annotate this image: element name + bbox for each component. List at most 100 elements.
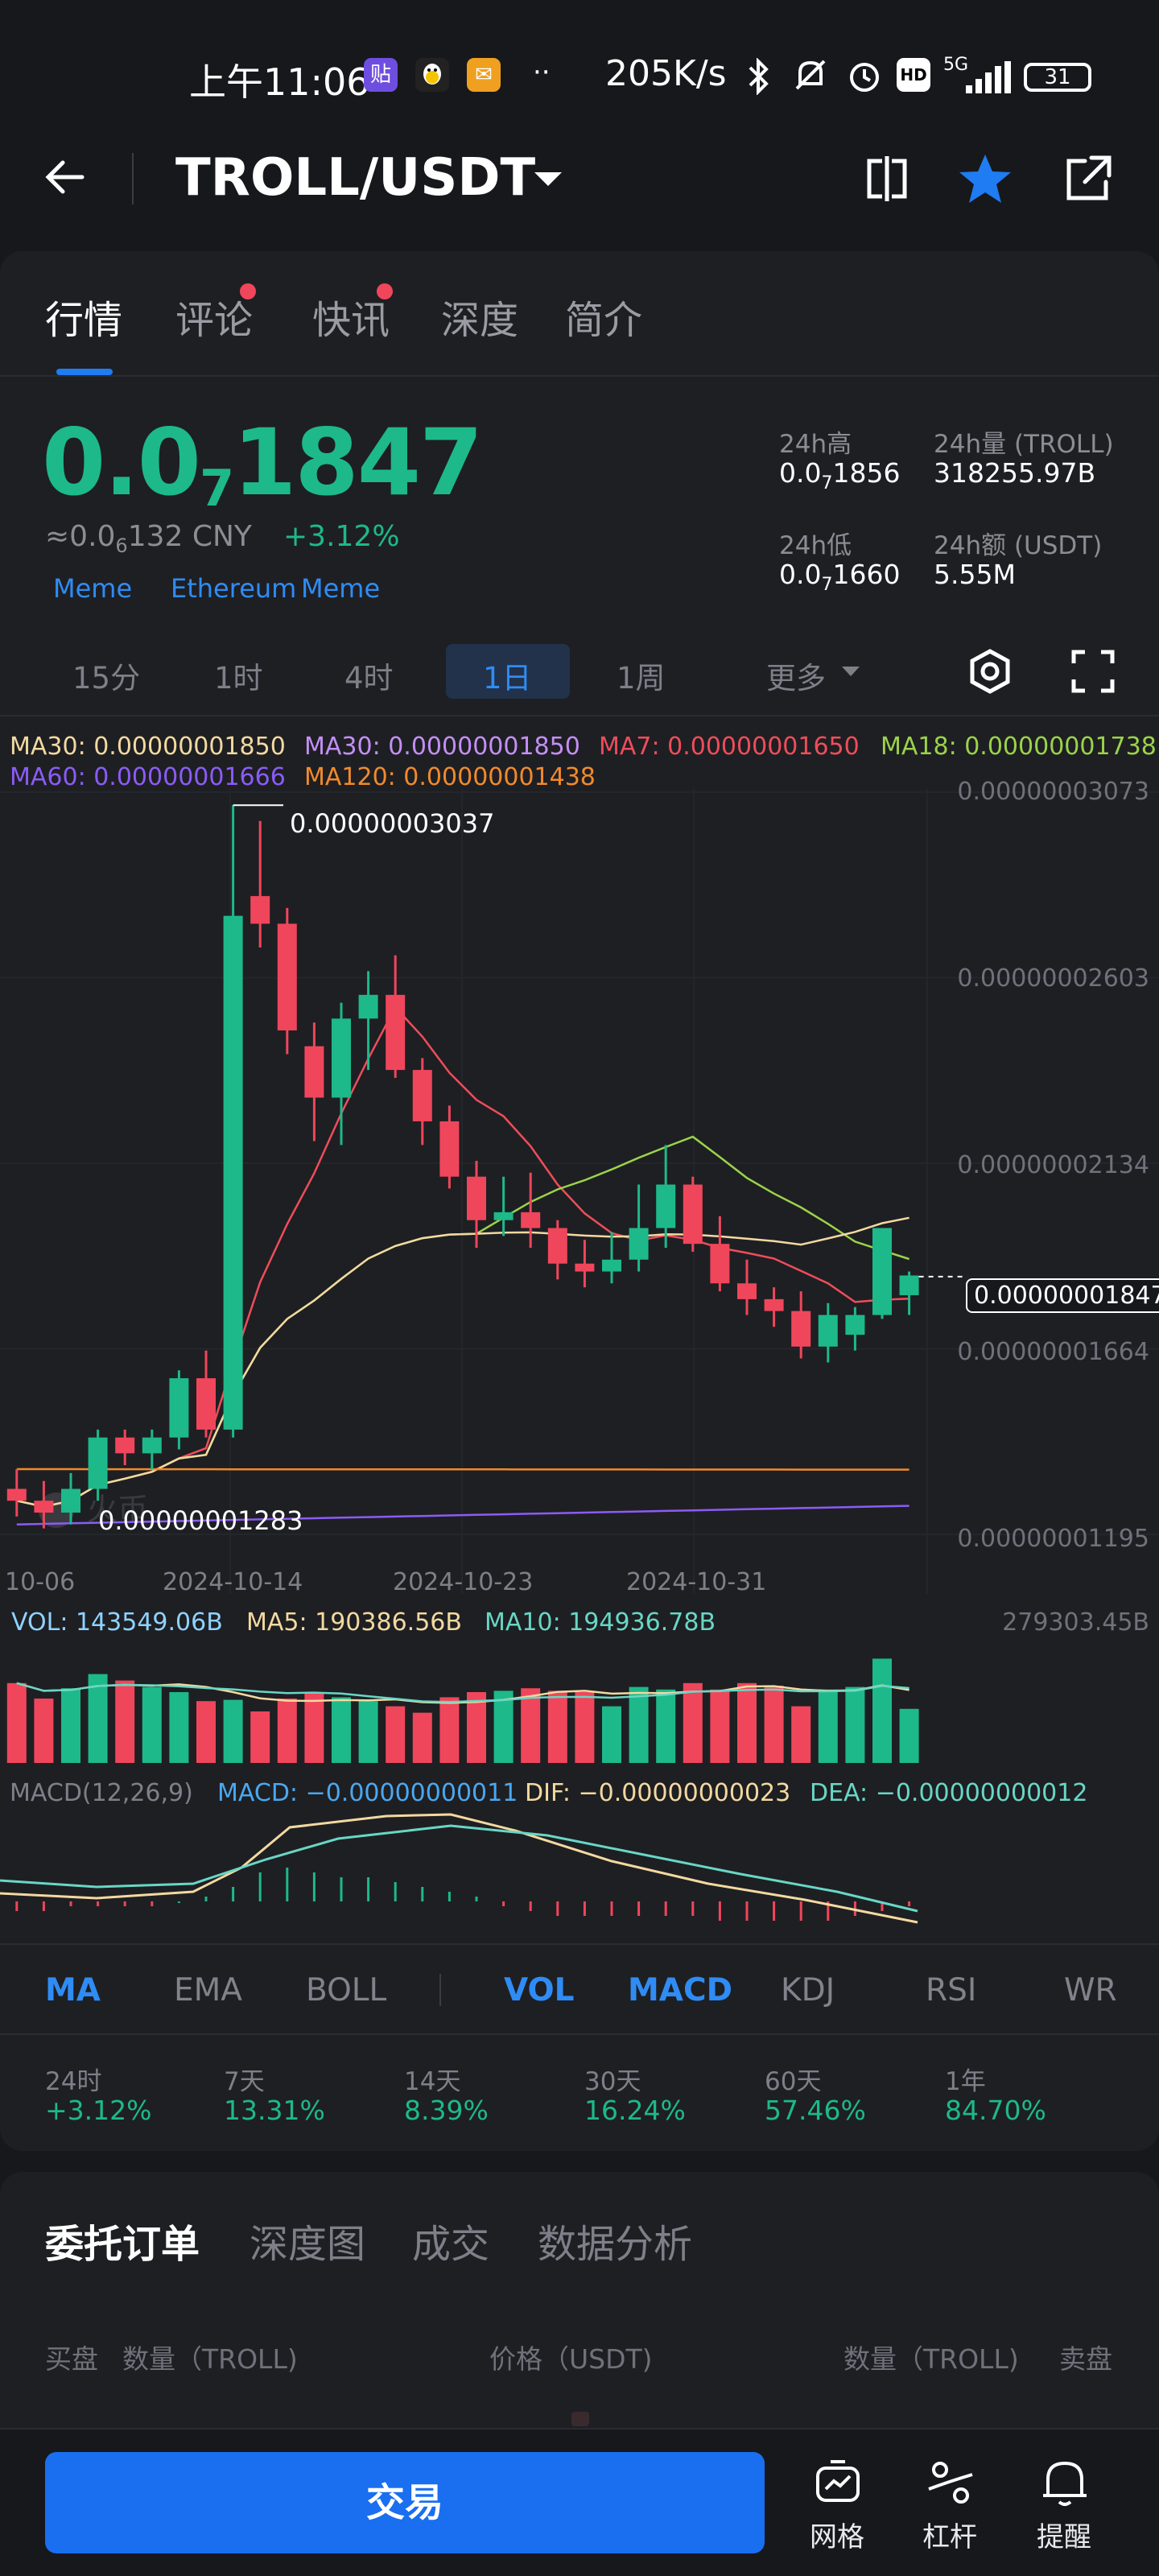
macd-bar: [637, 1901, 641, 1916]
volume-bar: [683, 1682, 703, 1763]
last-price: 0.071847: [42, 409, 483, 518]
bid-header: 买盘: [45, 2343, 98, 2375]
tieba-app-icon: 贴: [364, 58, 398, 92]
candle-body: [656, 1184, 676, 1228]
candle-body: [710, 1244, 730, 1284]
trade-button[interactable]: 交易: [45, 2452, 765, 2553]
grid-bot-icon[interactable]: [810, 2457, 866, 2508]
macd-bar: [177, 1901, 180, 1903]
period-4h[interactable]: 4时: [344, 661, 394, 696]
volume-bar: [386, 1706, 406, 1763]
macd-bar: [908, 1901, 911, 1906]
status-bar: 上午11:06 贴 ✉ ·· 205K/s HD 5G 31: [0, 0, 1159, 153]
macd-bar: [745, 1901, 749, 1921]
indicator-divider: [0, 1943, 1159, 1945]
min-price-label: 0.00000001283: [98, 1505, 303, 1536]
macd-bar: [664, 1901, 667, 1916]
candles: [6, 805, 919, 1529]
split-view-icon[interactable]: [858, 150, 916, 208]
x-tick-4: 2024-10-31: [626, 1568, 767, 1596]
macd-bar: [827, 1901, 830, 1921]
tab-news[interactable]: 快讯: [312, 298, 390, 343]
ma30-legend: MA30: 0.00000001850: [10, 733, 286, 761]
tag-meme[interactable]: Meme: [53, 573, 133, 604]
alert-label[interactable]: 提醒: [1037, 2521, 1091, 2553]
tab-analysis[interactable]: 数据分析: [538, 2222, 693, 2267]
candle-body: [88, 1437, 108, 1489]
y-tick-5: 0.00000001195: [957, 1525, 1149, 1553]
tab-intro[interactable]: 简介: [565, 298, 643, 343]
volume-bar: [818, 1689, 838, 1763]
alert-bell-icon[interactable]: [1037, 2457, 1093, 2508]
macd-chart[interactable]: [0, 1803, 1159, 1940]
candle-body: [223, 915, 243, 1430]
network-speed: 205K/s: [605, 53, 727, 94]
stat-high-label: 24h高: [779, 430, 852, 459]
tab-market[interactable]: 行情: [45, 298, 123, 343]
macd-bar: [42, 1901, 45, 1911]
return-24h-label: 24时: [45, 2067, 102, 2096]
indicator-rsi[interactable]: RSI: [926, 1972, 977, 2008]
candle-body: [142, 1437, 162, 1454]
back-arrow-icon[interactable]: [42, 153, 90, 201]
macd-params-legend: MACD(12,26,9): [10, 1779, 193, 1807]
ma30b-legend: MA30: 0.00000001850: [304, 733, 580, 761]
macd-bar: [123, 1901, 126, 1906]
fullscreen-icon[interactable]: [1069, 647, 1117, 696]
return-7d-value: 13.31%: [224, 2095, 325, 2126]
volume-bar: [277, 1699, 297, 1763]
indicator-kdj[interactable]: KDJ: [781, 1972, 835, 2008]
settings-icon[interactable]: [966, 647, 1014, 696]
tab-comments[interactable]: 评论: [175, 298, 254, 343]
pair-title[interactable]: TROLL/USDT: [175, 148, 536, 208]
tag-ethereum[interactable]: Ethereum: [171, 573, 297, 604]
period-active-bg: [446, 644, 570, 699]
indicator-boll[interactable]: BOLL: [306, 1972, 387, 2008]
volume-bar: [223, 1699, 243, 1763]
volume-bar: [439, 1697, 460, 1763]
indicator-separator: [439, 1974, 441, 2006]
candle-body: [818, 1315, 838, 1347]
vol-ma10-legend: MA10: 194936.78B: [485, 1608, 716, 1637]
share-icon[interactable]: [1059, 150, 1117, 208]
volume-chart[interactable]: [0, 1634, 1159, 1771]
leverage-icon[interactable]: [922, 2457, 979, 2508]
favorite-star-icon[interactable]: [956, 150, 1014, 208]
volume-bar: [521, 1688, 541, 1763]
candle-body: [602, 1259, 621, 1272]
macd-bar: [421, 1887, 424, 1901]
alarm-icon: [850, 63, 879, 92]
tab-orders[interactable]: 委托订单: [45, 2222, 200, 2267]
volume-bar: [764, 1686, 784, 1763]
indicator-macd[interactable]: MACD: [628, 1972, 732, 2008]
volume-ma-lines: [16, 1682, 909, 1704]
grid-label[interactable]: 网格: [810, 2521, 864, 2553]
dif-legend: DIF: −0.00000000023: [525, 1779, 791, 1807]
leverage-label[interactable]: 杠杆: [922, 2521, 977, 2553]
indicator-vol[interactable]: VOL: [504, 1972, 575, 2008]
period-more[interactable]: 更多: [766, 661, 826, 696]
candle-body: [34, 1501, 54, 1513]
indicator-ema[interactable]: EMA: [174, 1972, 242, 2008]
return-24h-value: +3.12%: [45, 2095, 152, 2126]
tag-meme-2[interactable]: Meme: [301, 573, 381, 604]
candlestick-chart[interactable]: 火币: [0, 789, 1159, 1594]
tab-depth-chart[interactable]: 深度图: [250, 2222, 366, 2267]
mute-bell-icon: [795, 60, 826, 90]
volume-bar: [142, 1686, 162, 1763]
period-1h[interactable]: 1时: [214, 661, 263, 696]
vol-ma5-legend: MA5: 190386.56B: [246, 1608, 462, 1637]
tab-trades[interactable]: 成交: [412, 2222, 490, 2267]
indicator-ma[interactable]: MA: [45, 1972, 101, 2008]
tab-depth[interactable]: 深度: [441, 298, 519, 343]
candle-body: [791, 1311, 811, 1347]
pair-dropdown-caret-icon[interactable]: [534, 172, 562, 186]
macd-bar: [448, 1892, 451, 1901]
macd-bar: [718, 1901, 721, 1921]
period-15m[interactable]: 15分: [72, 661, 141, 696]
period-1w[interactable]: 1周: [617, 661, 666, 696]
more-caret-icon[interactable]: [842, 667, 860, 676]
indicator-wr[interactable]: WR: [1064, 1972, 1117, 2008]
candle-body: [845, 1315, 865, 1335]
period-1d[interactable]: 1日: [483, 661, 532, 696]
